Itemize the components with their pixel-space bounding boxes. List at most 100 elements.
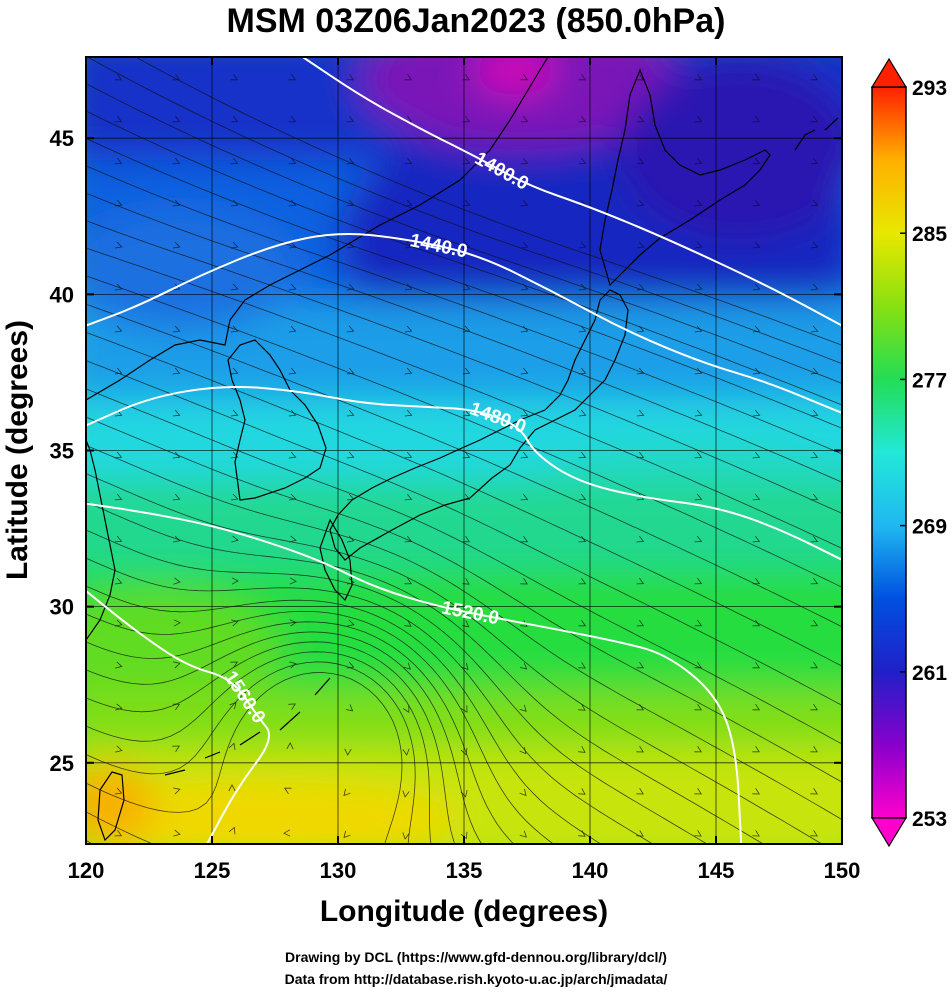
- wind-arrow: [752, 409, 761, 417]
- wind-arrow: [228, 784, 236, 792]
- wind-arrow: [636, 115, 645, 123]
- streamline: [86, 672, 403, 844]
- wind-arrow: [346, 409, 355, 417]
- wind-arrow: [288, 283, 297, 291]
- wind-arrow: [402, 748, 410, 756]
- x-tick-label: 135: [446, 858, 483, 883]
- wind-arrow: [115, 703, 123, 711]
- wind-arrow: [230, 409, 239, 417]
- wind-arrow: [172, 703, 181, 711]
- wind-arrow: [694, 199, 703, 207]
- wind-arrow: [752, 745, 760, 753]
- wind-arrow: [810, 619, 819, 627]
- streamline: [86, 303, 842, 628]
- wind-arrow: [810, 830, 818, 837]
- wind-arrow: [520, 409, 529, 417]
- streamline: [66, 885, 75, 890]
- wind-arrow: [172, 283, 181, 291]
- coast-taiwan: [97, 771, 125, 842]
- wind-arrow: [172, 325, 181, 333]
- wind-arrow: [114, 451, 123, 459]
- wind-arrow: [810, 493, 819, 501]
- wind-arrow: [810, 451, 819, 459]
- streamline: [86, 220, 842, 514]
- wind-arrow: [520, 73, 529, 81]
- wind-arrow: [578, 830, 586, 837]
- wind-arrow: [578, 409, 587, 417]
- wind-arrow: [404, 73, 413, 81]
- wind-arrow: [283, 829, 291, 837]
- wind-arrow: [462, 578, 470, 585]
- wind-arrow: [402, 790, 410, 798]
- wind-arrow: [286, 742, 294, 750]
- wind-arrow: [289, 577, 297, 585]
- wind-arrow: [578, 662, 586, 669]
- wind-arrow: [636, 199, 645, 207]
- wind-arrow: [460, 790, 468, 798]
- wind-arrow: [114, 199, 123, 207]
- wind-arrow: [694, 619, 703, 627]
- y-tick-label: 25: [50, 751, 74, 776]
- wind-arrow: [520, 283, 529, 291]
- x-tick-label: 120: [68, 858, 105, 883]
- wind-arrow: [172, 241, 181, 249]
- y-tick-label: 30: [50, 595, 74, 620]
- wind-arrow: [636, 241, 645, 249]
- wind-arrow: [288, 157, 297, 165]
- wind-arrow: [172, 367, 181, 375]
- wind-arrow: [404, 620, 412, 627]
- wind-arrow: [694, 493, 703, 501]
- wind-arrow: [172, 199, 181, 207]
- wind-arrow: [283, 787, 292, 795]
- wind-arrow: [694, 661, 703, 669]
- wind-arrow: [288, 493, 297, 501]
- streamline: [86, 529, 708, 844]
- wind-arrow: [344, 748, 352, 756]
- colorbar-tick-label: 269: [912, 516, 947, 539]
- wind-arrow: [172, 535, 181, 543]
- wind-arrow: [520, 199, 529, 207]
- coast-japan-kyushu: [319, 518, 353, 602]
- wind-arrow: [230, 661, 238, 669]
- wind-arrow: [578, 704, 586, 711]
- wind-arrow: [694, 325, 703, 333]
- wind-arrow: [520, 493, 529, 501]
- wind-arrow: [172, 451, 181, 459]
- wind-arrow: [404, 241, 413, 249]
- y-tick-label: 45: [50, 126, 74, 151]
- wind-arrow: [752, 619, 761, 627]
- wind-arrow: [230, 283, 239, 291]
- wind-arrow: [578, 746, 586, 753]
- wind-arrow: [230, 367, 239, 375]
- wind-arrow: [694, 367, 703, 375]
- wind-arrow: [404, 493, 413, 501]
- wind-arrow: [694, 157, 703, 165]
- wind-arrow: [810, 745, 818, 753]
- x-tick-label: 150: [824, 858, 861, 883]
- wind-arrow: [752, 241, 761, 249]
- wind-arrow: [172, 409, 181, 417]
- wind-arrow: [694, 703, 703, 711]
- wind-arrow: [346, 115, 355, 123]
- wind-arrow: [694, 409, 703, 417]
- wind-arrow: [462, 73, 471, 81]
- wind-arrow: [343, 788, 351, 797]
- wind-arrow: [752, 73, 761, 81]
- wind-arrow: [404, 199, 413, 207]
- wind-arrow: [462, 241, 471, 249]
- streamline: [86, 473, 823, 844]
- wind-arrow: [172, 115, 181, 123]
- wind-arrow: [462, 157, 471, 165]
- x-tick-label: 130: [320, 858, 357, 883]
- wind-arrow: [752, 787, 760, 795]
- wind-arrow: [288, 115, 297, 123]
- wind-arrow: [636, 787, 644, 795]
- wind-arrow: [172, 157, 181, 165]
- wind-arrow: [404, 451, 413, 459]
- wind-arrow: [231, 619, 239, 627]
- streamline: [86, 585, 602, 844]
- wind-arrow: [520, 157, 529, 165]
- wind-arrow: [636, 619, 645, 627]
- wind-arrow: [520, 241, 529, 249]
- wind-arrow: [346, 241, 355, 249]
